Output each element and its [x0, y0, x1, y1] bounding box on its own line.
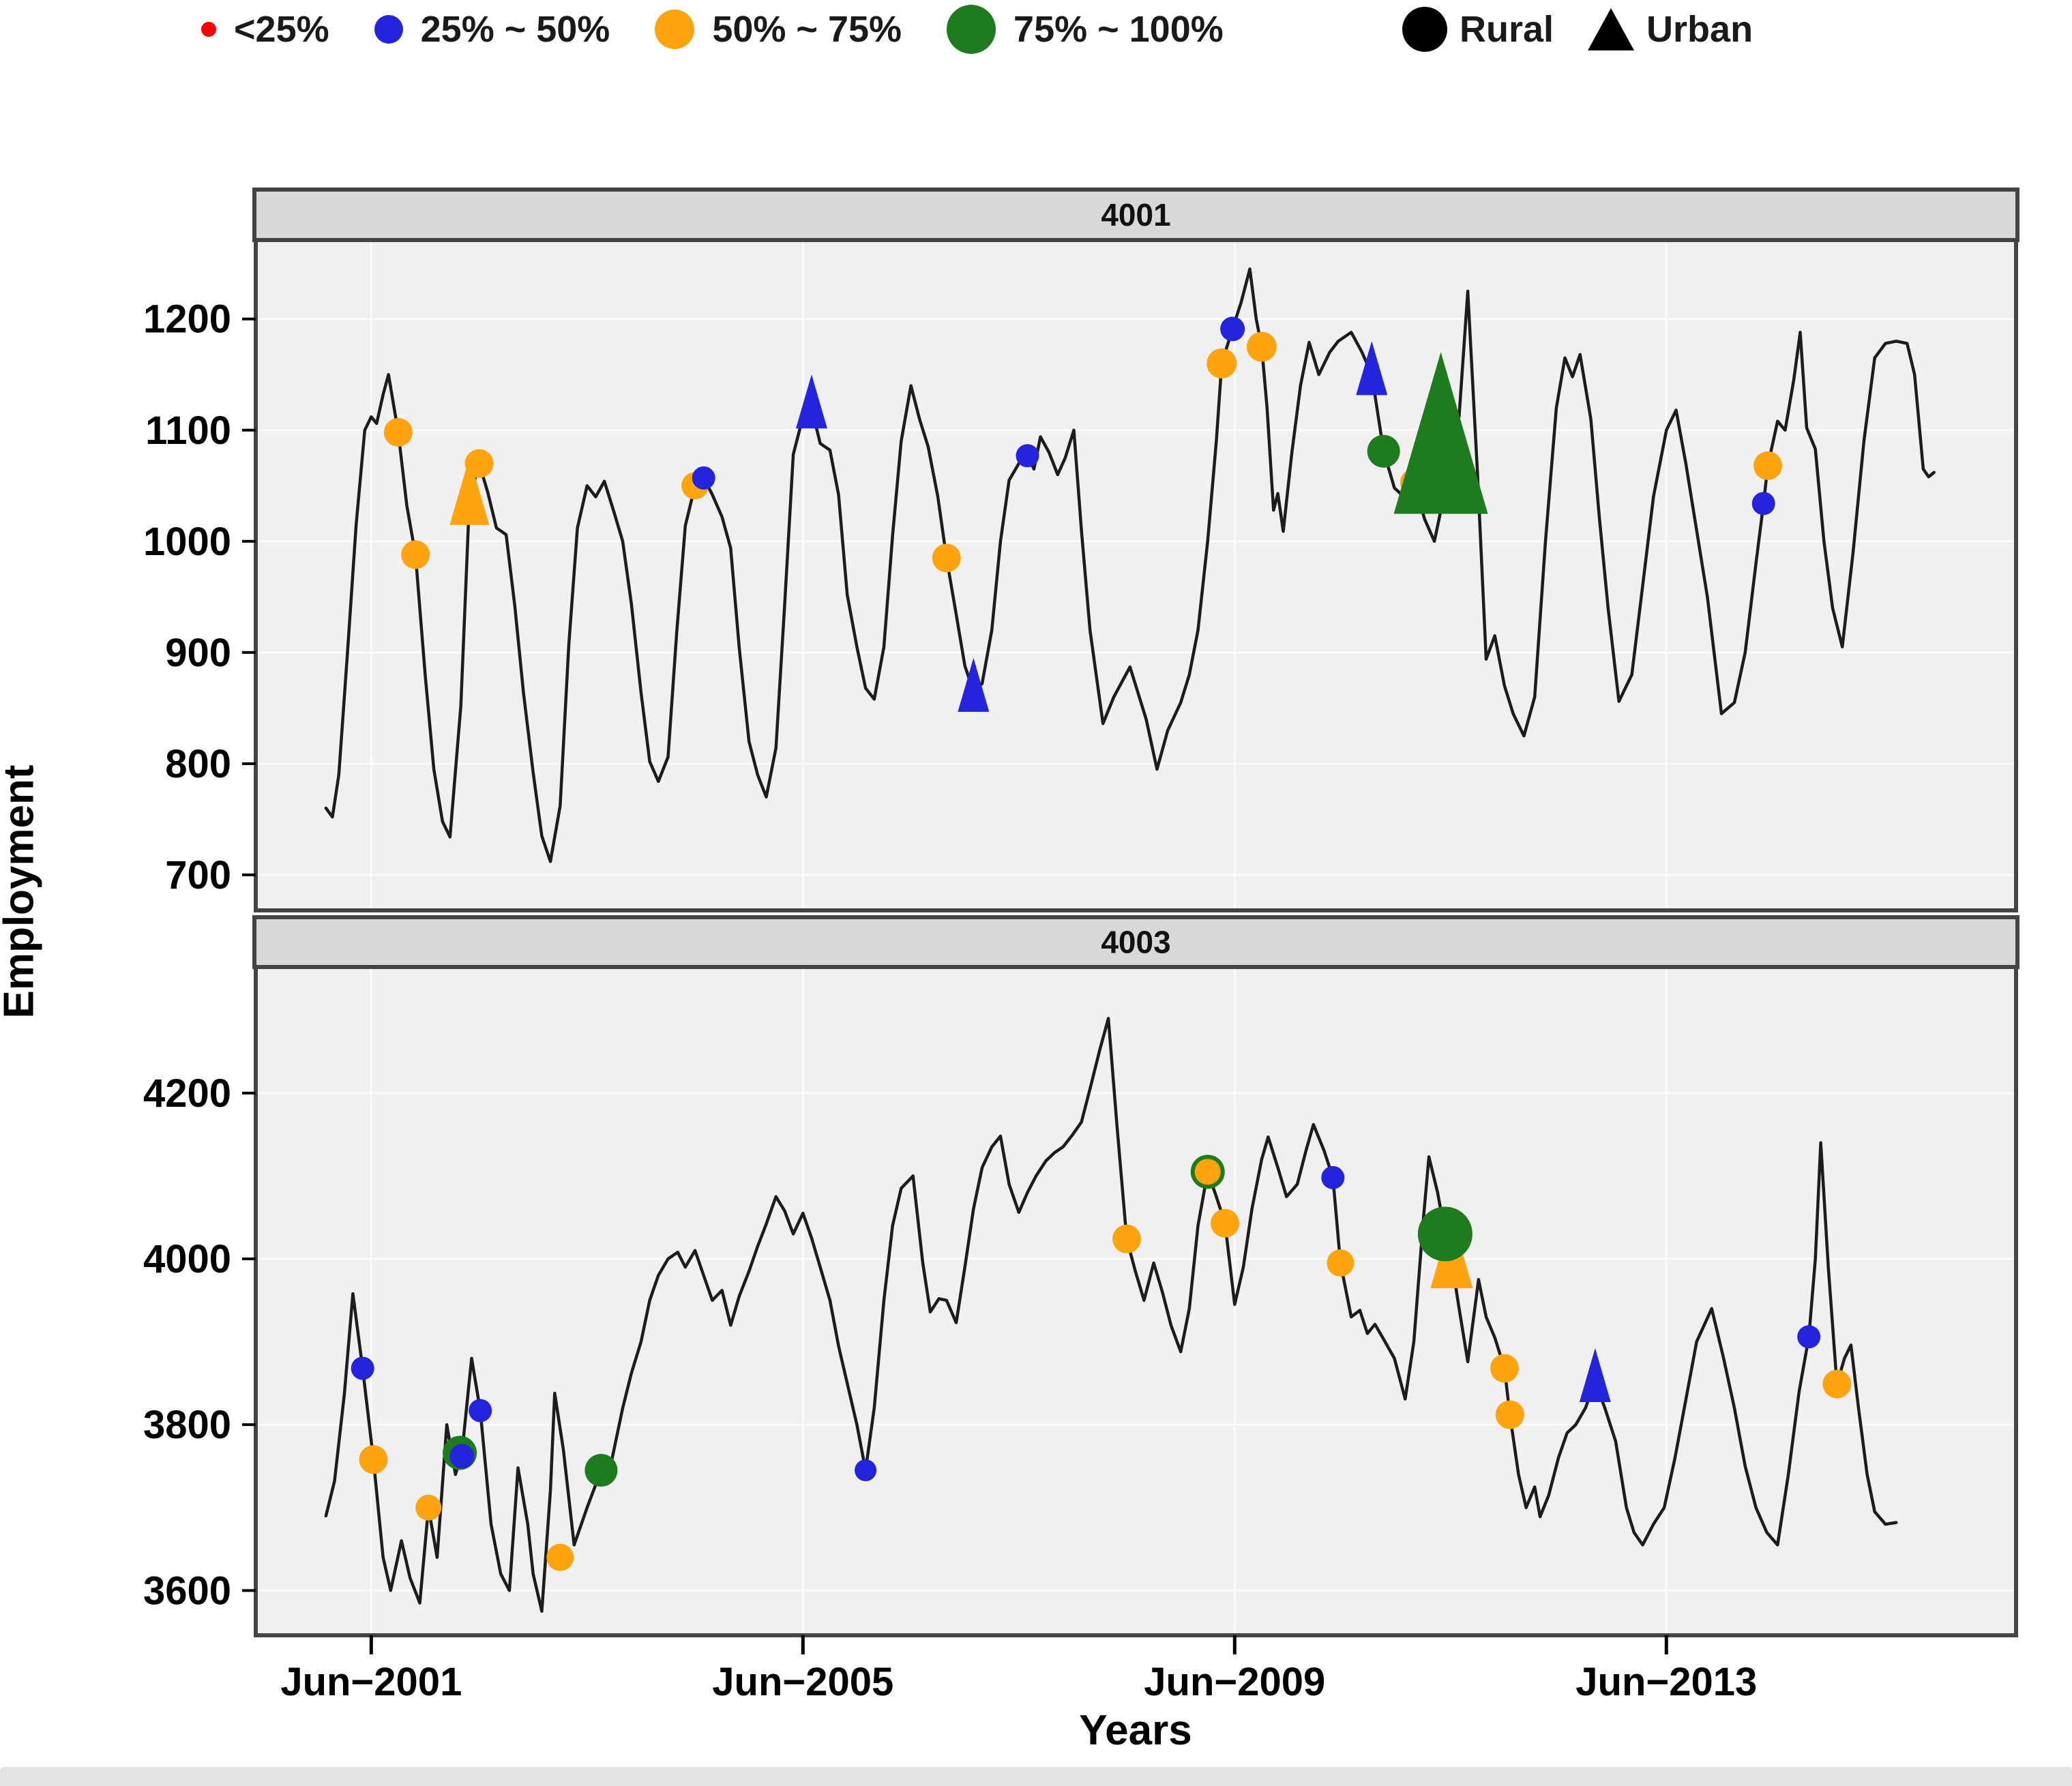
orange-point: [383, 418, 413, 447]
legend-label: <25%: [234, 9, 329, 50]
green-point: [1417, 1206, 1472, 1262]
shape-legend-item-rural: Rural: [1402, 7, 1554, 52]
orange-point: [1327, 1249, 1355, 1277]
orange-point: [1495, 1400, 1524, 1429]
legend-dot-icon: [201, 22, 216, 37]
x-tick-label: Jun−2009: [1144, 1660, 1325, 1704]
y-tick-label: 800: [165, 742, 231, 786]
employment-line: [324, 267, 1936, 863]
orange-point: [932, 544, 961, 573]
blue-triangle-point: [958, 657, 990, 712]
blue-point: [855, 1459, 877, 1482]
green-triangle-point: [1393, 352, 1488, 514]
green-point: [584, 1454, 618, 1487]
legend-item-2: 50% ~ 75%: [655, 8, 902, 50]
y-tick-label: 3800: [143, 1403, 231, 1447]
shape-legend-label: Rural: [1460, 9, 1554, 50]
y-tick-label: 1000: [143, 520, 231, 564]
y-tick-label: 1100: [145, 408, 231, 453]
orange-point: [464, 449, 494, 478]
orange-triangle-point: [449, 456, 490, 525]
blue-point: [1797, 1325, 1821, 1349]
facet-strip-title: 4003: [1101, 925, 1170, 960]
orange-point: [1822, 1369, 1852, 1399]
orange-point: [415, 1494, 442, 1521]
shape-legend-item-urban: Urban: [1588, 8, 1753, 50]
orange-point: [1207, 348, 1237, 378]
orange-point: [401, 540, 430, 569]
orange-point: [1194, 1159, 1221, 1185]
legend-label: 75% ~ 100%: [1013, 9, 1224, 50]
blue-triangle-point: [795, 374, 827, 429]
x-tick-label: Jun−2013: [1575, 1660, 1757, 1704]
size-color-legend: <25% 25% ~ 50% 50% ~ 75% 75% ~ 100%: [201, 0, 1224, 59]
panel-background: [256, 967, 2016, 1635]
y-axis-title: Employment: [0, 764, 43, 1019]
blue-point: [1321, 1165, 1345, 1189]
shape-legend: Rural Urban: [1402, 0, 1753, 59]
blue-point: [449, 1444, 475, 1469]
blue-point: [1751, 492, 1775, 516]
legend-item-0: <25%: [201, 8, 329, 50]
y-tick-label: 1200: [143, 297, 231, 342]
y-tick-label: 3600: [143, 1568, 231, 1613]
green-point: [1367, 434, 1400, 468]
page-bottom-scrollbar[interactable]: [0, 1767, 2072, 1786]
panel-background: [256, 240, 2016, 910]
orange-point: [1753, 451, 1783, 480]
panel-border: [254, 238, 2018, 912]
x-axis-title: Years: [1079, 1707, 1192, 1754]
panel-4003: 4003 4200 4000 3800 3600: [143, 915, 2019, 1637]
facet-strip-title: 4001: [1101, 197, 1170, 233]
rural-circle-icon: [1402, 7, 1447, 52]
x-tick-label: Jun−2005: [712, 1660, 893, 1704]
orange-point: [1490, 1354, 1519, 1383]
legend-dot-icon: [655, 10, 695, 49]
orange-point: [359, 1445, 388, 1474]
y-tick-label: 4000: [143, 1237, 231, 1281]
orange-point: [1112, 1224, 1142, 1253]
urban-triangle-icon: [1588, 8, 1635, 50]
legend-label: 50% ~ 75%: [712, 9, 902, 50]
blue-point: [692, 466, 715, 490]
y-tick-label: 700: [165, 853, 231, 897]
legend-dot-icon: [947, 5, 996, 54]
employment-line: [324, 1017, 1898, 1613]
shape-legend-label: Urban: [1646, 9, 1753, 50]
blue-point: [351, 1356, 374, 1380]
blue-triangle-point: [1579, 1348, 1611, 1403]
legend-dot-icon: [374, 15, 403, 44]
blue-point: [1016, 444, 1039, 468]
legend-label: 25% ~ 50%: [420, 9, 610, 50]
legend-item-3: 75% ~ 100%: [947, 5, 1224, 54]
y-tick-label: 4200: [143, 1071, 231, 1116]
facet-strip: [252, 915, 2019, 969]
panel-4001: 4001 1200 1100 1000 900 800 700: [143, 188, 2019, 912]
blue-point: [1220, 316, 1245, 342]
orange-point: [546, 1543, 574, 1571]
x-tick-label: Jun−2001: [280, 1660, 462, 1704]
orange-point: [1211, 1208, 1240, 1238]
blue-point: [469, 1399, 492, 1423]
blue-triangle-point: [1356, 341, 1388, 396]
panel-border: [254, 965, 2018, 1637]
legend-item-1: 25% ~ 50%: [374, 8, 610, 50]
y-tick-label: 900: [165, 631, 231, 675]
orange-point: [1246, 331, 1277, 362]
